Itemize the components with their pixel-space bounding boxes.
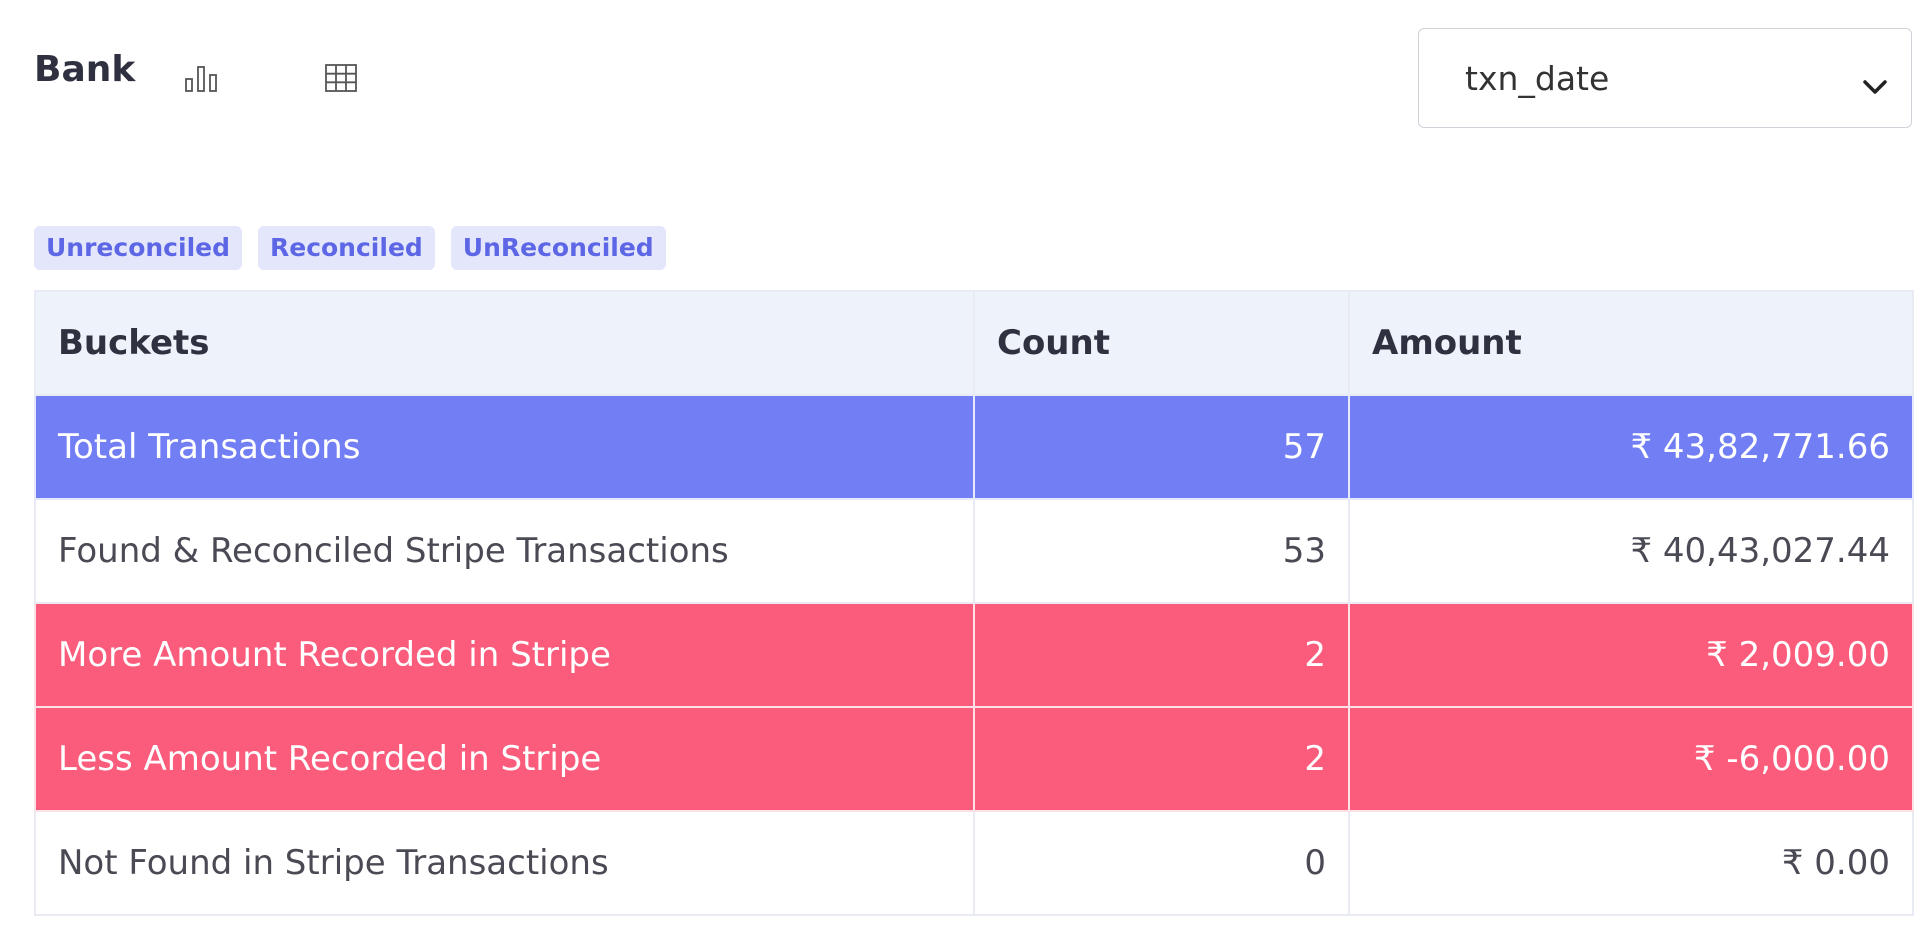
bucket-cell: Found & Reconciled Stripe Transactions <box>34 498 975 604</box>
filter-chip-reconciled[interactable]: Reconciled <box>257 226 435 270</box>
column-header-count[interactable]: Count <box>973 290 1350 396</box>
amount-cell: ₹ 43,82,771.66 <box>1348 394 1914 500</box>
date-field-select[interactable]: txn_date <box>1418 28 1912 128</box>
count-cell: 57 <box>973 394 1350 500</box>
count-cell: 2 <box>973 602 1350 708</box>
column-header-amount[interactable]: Amount <box>1348 290 1914 396</box>
date-field-select-value: txn_date <box>1465 58 1610 98</box>
table-header-row: Buckets Count Amount <box>34 290 1914 396</box>
amount-cell: ₹ -6,000.00 <box>1348 706 1914 812</box>
buckets-table: Buckets Count Amount Total Transactions … <box>34 290 1914 916</box>
table-row[interactable]: Found & Reconciled Stripe Transactions 5… <box>34 498 1914 604</box>
table-row[interactable]: Less Amount Recorded in Stripe 2 ₹ -6,00… <box>34 706 1914 812</box>
buckets-table-wrapper: Buckets Count Amount Total Transactions … <box>34 290 1914 916</box>
status-filters: Unreconciled Reconciled UnReconciled <box>34 226 666 270</box>
header: Bank txn_date <box>34 28 1912 132</box>
chevron-down-icon <box>1861 65 1889 104</box>
table-row[interactable]: Total Transactions 57 ₹ 43,82,771.66 <box>34 394 1914 500</box>
filter-chip-unreconciled-alt[interactable]: UnReconciled <box>450 226 666 270</box>
page-title: Bank <box>34 49 136 90</box>
column-header-buckets[interactable]: Buckets <box>34 290 975 396</box>
amount-cell: ₹ 40,43,027.44 <box>1348 498 1914 604</box>
count-cell: 2 <box>973 706 1350 812</box>
bucket-cell: Total Transactions <box>34 394 975 500</box>
bucket-cell: Less Amount Recorded in Stripe <box>34 706 975 812</box>
table-row[interactable]: More Amount Recorded in Stripe 2 ₹ 2,009… <box>34 602 1914 708</box>
bar-chart-icon[interactable] <box>182 58 222 98</box>
bucket-cell: Not Found in Stripe Transactions <box>34 810 975 916</box>
amount-cell: ₹ 0.00 <box>1348 810 1914 916</box>
filter-chip-unreconciled[interactable]: Unreconciled <box>34 226 242 270</box>
count-cell: 0 <box>973 810 1350 916</box>
table-row[interactable]: Not Found in Stripe Transactions 0 ₹ 0.0… <box>34 810 1914 916</box>
amount-cell: ₹ 2,009.00 <box>1348 602 1914 708</box>
table-grid-icon[interactable] <box>321 58 361 98</box>
bucket-cell: More Amount Recorded in Stripe <box>34 602 975 708</box>
count-cell: 53 <box>973 498 1350 604</box>
